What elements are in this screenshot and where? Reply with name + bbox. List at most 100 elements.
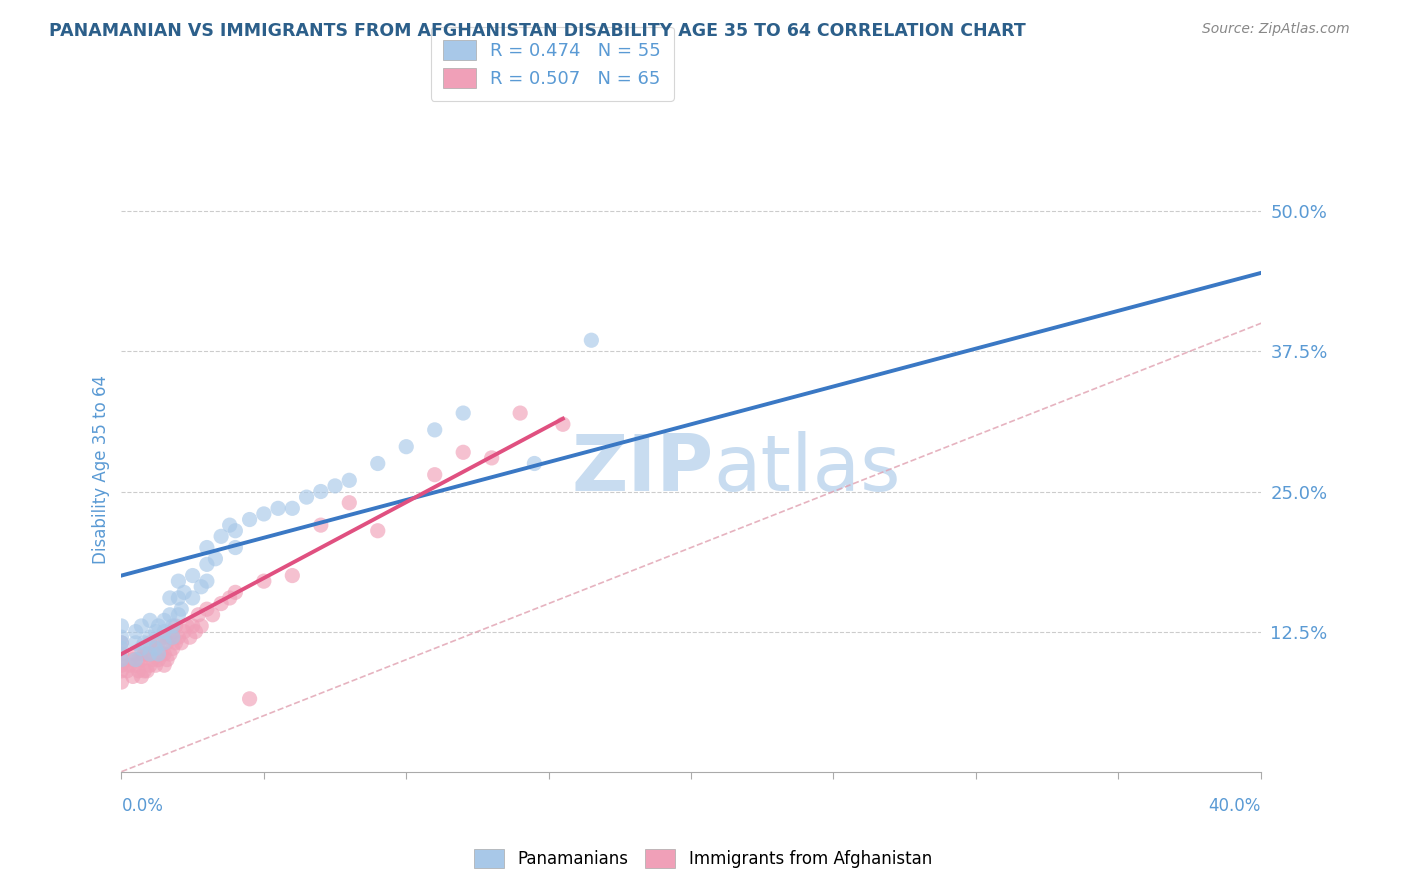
Point	[110, 647, 132, 661]
Point	[170, 636, 193, 650]
Legend: R = 0.474   N = 55, R = 0.507   N = 65: R = 0.474 N = 55, R = 0.507 N = 65	[430, 27, 673, 101]
Text: Source: ZipAtlas.com: Source: ZipAtlas.com	[1202, 22, 1350, 37]
Point	[218, 518, 240, 533]
Point	[337, 496, 360, 510]
Point	[153, 658, 176, 673]
Point	[176, 619, 198, 633]
Point	[159, 607, 181, 622]
Point	[110, 641, 132, 656]
Point	[162, 624, 184, 639]
Point	[451, 406, 474, 420]
Text: atlas: atlas	[714, 431, 901, 507]
Point	[121, 669, 143, 683]
Point	[267, 501, 290, 516]
Point	[323, 479, 346, 493]
Point	[581, 333, 603, 347]
Point	[131, 641, 153, 656]
Point	[134, 636, 156, 650]
Point	[153, 630, 176, 644]
Point	[145, 641, 167, 656]
Point	[148, 647, 170, 661]
Point	[139, 658, 162, 673]
Legend: Panamanians, Immigrants from Afghanistan: Panamanians, Immigrants from Afghanistan	[468, 842, 938, 875]
Point	[125, 624, 148, 639]
Point	[128, 652, 150, 666]
Point	[110, 636, 132, 650]
Point	[481, 450, 503, 465]
Point	[181, 591, 204, 605]
Point	[309, 484, 332, 499]
Point	[115, 664, 138, 678]
Point	[162, 619, 184, 633]
Point	[128, 664, 150, 678]
Point	[139, 636, 162, 650]
Point	[110, 652, 132, 666]
Point	[165, 619, 187, 633]
Point	[145, 624, 167, 639]
Point	[153, 624, 176, 639]
Point	[162, 641, 184, 656]
Point	[110, 652, 132, 666]
Point	[201, 607, 224, 622]
Point	[509, 406, 531, 420]
Point	[145, 641, 167, 656]
Point	[179, 630, 201, 644]
Point	[423, 423, 446, 437]
Point	[136, 664, 159, 678]
Point	[281, 501, 304, 516]
Point	[181, 568, 204, 582]
Point	[167, 591, 190, 605]
Point	[110, 675, 132, 690]
Point	[150, 647, 173, 661]
Point	[156, 636, 179, 650]
Point	[110, 664, 132, 678]
Point	[125, 658, 148, 673]
Point	[170, 602, 193, 616]
Point	[153, 636, 176, 650]
Point	[134, 647, 156, 661]
Point	[139, 647, 162, 661]
Point	[187, 607, 209, 622]
Point	[167, 607, 190, 622]
Point	[159, 630, 181, 644]
Point	[159, 647, 181, 661]
Point	[125, 652, 148, 666]
Point	[162, 630, 184, 644]
Point	[551, 417, 574, 432]
Point	[118, 658, 141, 673]
Point	[156, 652, 179, 666]
Point	[367, 524, 389, 538]
Point	[195, 541, 218, 555]
Point	[136, 647, 159, 661]
Point	[148, 619, 170, 633]
Point	[110, 619, 132, 633]
Point	[209, 597, 232, 611]
Point	[173, 585, 195, 599]
Point	[224, 585, 246, 599]
Point	[451, 445, 474, 459]
Point	[131, 619, 153, 633]
Point	[181, 619, 204, 633]
Point	[121, 652, 143, 666]
Point	[139, 630, 162, 644]
Point	[423, 467, 446, 482]
Point	[239, 512, 262, 526]
Point	[190, 580, 212, 594]
Point	[165, 636, 187, 650]
Point	[204, 551, 226, 566]
Point	[195, 574, 218, 589]
Text: 40.0%: 40.0%	[1208, 797, 1261, 814]
Point	[209, 529, 232, 543]
Point	[110, 658, 132, 673]
Point	[195, 602, 218, 616]
Point	[337, 473, 360, 487]
Point	[145, 658, 167, 673]
Text: PANAMANIAN VS IMMIGRANTS FROM AFGHANISTAN DISABILITY AGE 35 TO 64 CORRELATION CH: PANAMANIAN VS IMMIGRANTS FROM AFGHANISTA…	[49, 22, 1026, 40]
Point	[159, 591, 181, 605]
Point	[153, 647, 176, 661]
Point	[139, 647, 162, 661]
Text: ZIP: ZIP	[572, 431, 714, 507]
Point	[295, 490, 318, 504]
Text: 0.0%: 0.0%	[121, 797, 163, 814]
Point	[253, 574, 276, 589]
